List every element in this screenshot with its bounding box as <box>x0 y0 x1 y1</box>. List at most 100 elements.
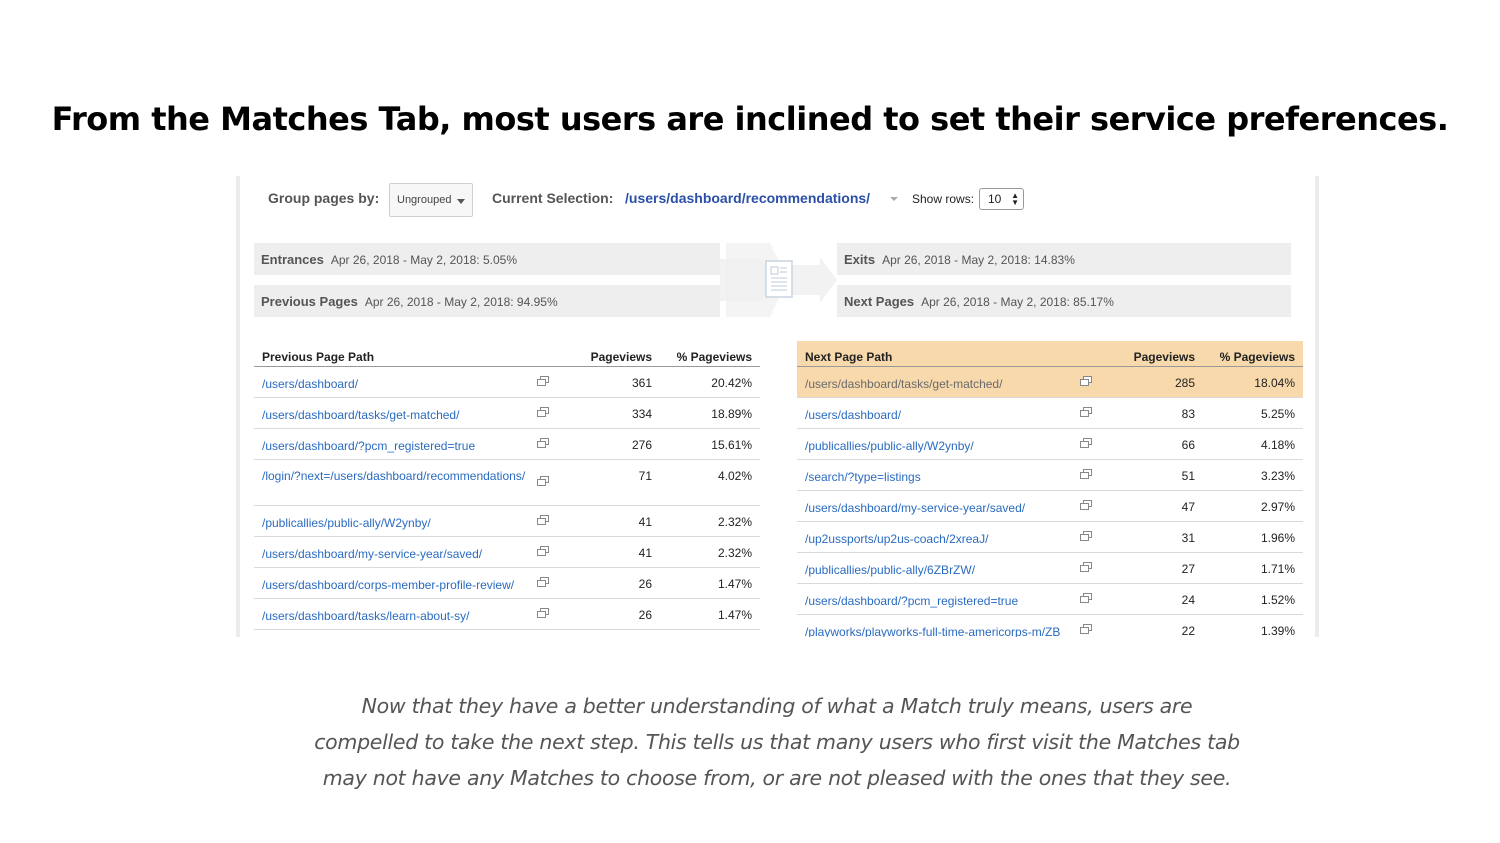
pct-pageviews-value: 1.47% <box>717 608 752 622</box>
page-path-link[interactable]: /users/dashboard/tasks/get-matched/ <box>805 377 1003 391</box>
open-in-new-window-icon[interactable] <box>537 546 549 556</box>
pageviews-header[interactable]: Pageviews <box>1133 350 1195 364</box>
show-rows-select[interactable]: 10 ▲ ▼ <box>979 188 1024 210</box>
table-header: Next Page Path Pageviews % Pageviews <box>797 341 1303 367</box>
open-in-new-window-icon[interactable] <box>537 476 549 486</box>
page-path-link[interactable]: /up2ussports/up2us-coach/2xreaJ/ <box>805 532 989 546</box>
page-path-link[interactable]: /users/dashboard/tasks/get-matched/ <box>262 408 460 422</box>
next-pages-table: Next Page Path Pageviews % Pageviews /us… <box>797 341 1303 637</box>
pct-pageviews-value: 1.71% <box>1260 562 1295 576</box>
pageviews-value: 66 <box>1181 438 1195 452</box>
table-row: /users/dashboard/my-service-year/saved/4… <box>254 537 760 568</box>
open-in-new-window-icon[interactable] <box>537 376 549 386</box>
pct-pageviews-header[interactable]: % Pageviews <box>1219 350 1295 364</box>
table-row: /users/dashboard/my-service-year/saved/4… <box>797 491 1303 522</box>
caption-line: may not have any Matches to choose from,… <box>322 766 1232 790</box>
pct-pageviews-value: 2.97% <box>1260 500 1295 514</box>
pageviews-value: 41 <box>638 546 652 560</box>
page-path-link[interactable]: /users/dashboard/corps-member-profile-re… <box>262 578 515 592</box>
page-path-link[interactable]: /publicallies/public-ally/6ZBrZW/ <box>805 563 976 577</box>
table-row: /search/?type=listings 51 3.23% <box>797 460 1303 491</box>
entrances-value: Apr 26, 2018 - May 2, 2018: 5.05% <box>330 253 517 267</box>
table-row: /users/dashboard/tasks/get-matched/285 18… <box>797 367 1303 398</box>
table-row: /users/dashboard/tasks/learn-about-sy/26… <box>254 599 760 630</box>
open-in-new-window-icon[interactable] <box>537 407 549 417</box>
show-rows-label: Show rows: <box>912 192 975 206</box>
show-rows-value: 10 <box>988 192 1002 206</box>
pageviews-value: 26 <box>638 577 652 591</box>
group-pages-select[interactable]: Ungrouped <box>389 183 473 217</box>
table-row: /users/dashboard/tasks/get-matched/334 18… <box>254 398 760 429</box>
previous-pages-label: Previous Pages <box>261 294 358 309</box>
pageviews-value: 26 <box>638 608 652 622</box>
entrances-label: Entrances <box>261 252 324 267</box>
page-path-link[interactable]: /users/dashboard/tasks/learn-about-sy/ <box>262 609 470 623</box>
current-selection-label: Current Selection: <box>492 190 614 206</box>
pageviews-value: 276 <box>631 438 652 452</box>
table-header: Previous Page Path Pageviews % Pageviews <box>254 341 760 367</box>
pct-pageviews-value: 18.04% <box>1254 376 1295 390</box>
open-in-new-window-icon[interactable] <box>1080 438 1092 448</box>
pageviews-value: 361 <box>631 376 652 390</box>
pct-pageviews-value: 1.52% <box>1260 593 1295 607</box>
table-row: /users/dashboard/361 20.42% <box>254 367 760 398</box>
table-row: /users/dashboard/?pcm_registered=true 276… <box>254 429 760 460</box>
chevron-down-icon[interactable] <box>890 197 898 201</box>
previous-page-path-header[interactable]: Previous Page Path <box>262 350 375 364</box>
pct-pageviews-value: 1.96% <box>1260 531 1295 545</box>
next-pages-summary: Next Pages Apr 26, 2018 - May 2, 2018: 85… <box>837 285 1291 317</box>
pageviews-value: 83 <box>1181 407 1195 421</box>
open-in-new-window-icon[interactable] <box>537 515 549 525</box>
current-selection-dropdown[interactable]: /users/dashboard/recommendations/ <box>625 190 871 206</box>
open-in-new-window-icon[interactable] <box>1080 376 1092 386</box>
pageviews-value: 27 <box>1181 562 1195 576</box>
table-row: /up2ussports/up2us-coach/2xreaJ/31 1.96% <box>797 522 1303 553</box>
pageviews-value: 22 <box>1181 624 1195 637</box>
pct-pageviews-value: 4.18% <box>1260 438 1295 452</box>
page-path-link[interactable]: /users/dashboard/?pcm_registered=true <box>805 594 1019 608</box>
caption-line: compelled to take the next step. This te… <box>314 730 1240 754</box>
page-path-link[interactable]: /users/dashboard/ <box>805 408 902 422</box>
exits-label: Exits <box>844 252 876 267</box>
page-path-link[interactable]: /users/dashboard/ <box>262 377 359 391</box>
slide-title: From the Matches Tab, most users are inc… <box>51 100 1449 138</box>
pageviews-value: 334 <box>631 407 652 421</box>
pageviews-header[interactable]: Pageviews <box>590 350 652 364</box>
pageviews-value: 31 <box>1181 531 1195 545</box>
open-in-new-window-icon[interactable] <box>537 608 549 618</box>
open-in-new-window-icon[interactable] <box>1080 624 1092 634</box>
exits-summary: Exits Apr 26, 2018 - May 2, 2018: 14.83% <box>837 243 1291 275</box>
entrances-summary: Entrances Apr 26, 2018 - May 2, 2018: 5.0… <box>254 243 720 275</box>
page-path-link[interactable]: /playworks/playworks-full-time-americorp… <box>805 625 1061 637</box>
page-path-link[interactable]: /publicallies/public-ally/W2ynby/ <box>262 516 431 530</box>
pct-pageviews-value: 1.47% <box>717 577 752 591</box>
next-page-path-header[interactable]: Next Page Path <box>805 350 893 364</box>
table-row: /login/?next=/users/dashboard/recommenda… <box>254 460 760 506</box>
table-row: /playworks/playworks-full-time-americorp… <box>797 615 1303 637</box>
page-path-link[interactable]: /search/?type=listings <box>805 470 921 484</box>
next-pages-label: Next Pages <box>844 294 915 309</box>
open-in-new-window-icon[interactable] <box>1080 593 1092 603</box>
open-in-new-window-icon[interactable] <box>1080 407 1092 417</box>
stepper-arrows-icon: ▲ ▼ <box>1011 191 1019 207</box>
open-in-new-window-icon[interactable] <box>1080 500 1092 510</box>
pct-pageviews-header[interactable]: % Pageviews <box>676 350 752 364</box>
pageviews-value: 51 <box>1181 469 1195 483</box>
page-path-link[interactable]: /users/dashboard/?pcm_registered=true <box>262 439 476 453</box>
page-path-link[interactable]: /login/?next=/users/dashboard/recommenda… <box>262 469 526 483</box>
pct-pageviews-value: 5.25% <box>1260 407 1295 421</box>
open-in-new-window-icon[interactable] <box>537 577 549 587</box>
page-path-link[interactable]: /users/dashboard/my-service-year/saved/ <box>805 501 1026 515</box>
group-pages-value: Ungrouped <box>397 194 452 206</box>
open-in-new-window-icon[interactable] <box>537 438 549 448</box>
open-in-new-window-icon[interactable] <box>1080 469 1092 479</box>
page-path-link[interactable]: /users/dashboard/my-service-year/saved/ <box>262 547 483 561</box>
page-path-link[interactable]: /publicallies/public-ally/W2ynby/ <box>805 439 974 453</box>
previous-pages-table: Previous Page Path Pageviews % Pageviews… <box>254 341 760 630</box>
pct-pageviews-value: 15.61% <box>711 438 752 452</box>
open-in-new-window-icon[interactable] <box>1080 531 1092 541</box>
table-row: /users/dashboard/83 5.25% <box>797 398 1303 429</box>
pct-pageviews-value: 4.02% <box>717 469 752 483</box>
open-in-new-window-icon[interactable] <box>1080 562 1092 572</box>
pageviews-value: 285 <box>1174 376 1195 390</box>
